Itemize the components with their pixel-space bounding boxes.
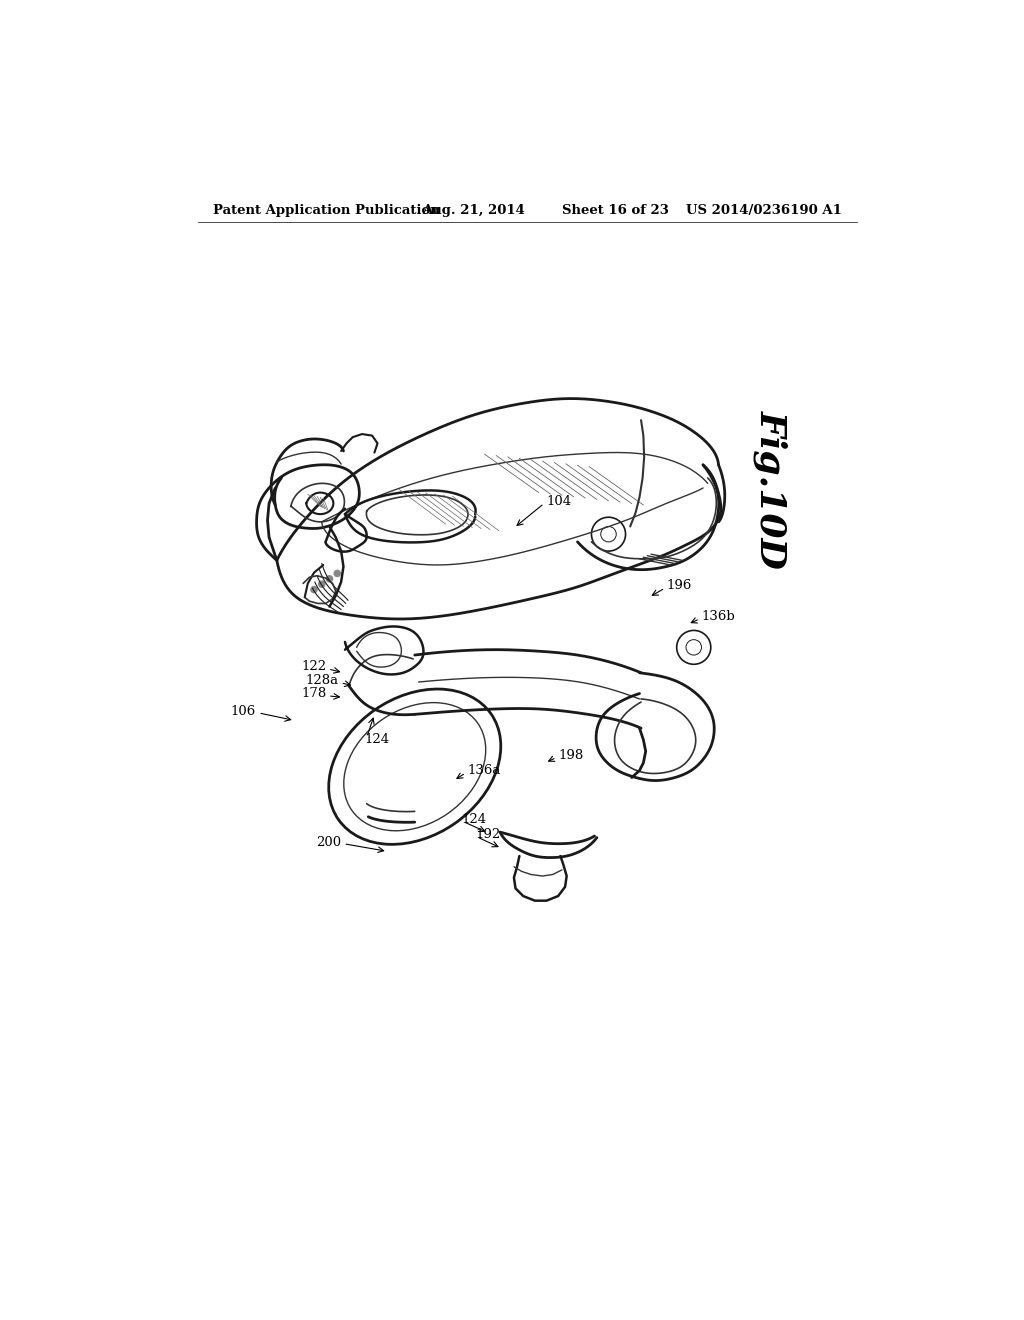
Circle shape bbox=[327, 576, 333, 582]
Circle shape bbox=[318, 581, 325, 587]
Text: US 2014/0236190 A1: US 2014/0236190 A1 bbox=[686, 205, 842, 218]
Text: 196: 196 bbox=[667, 579, 692, 593]
Text: 124: 124 bbox=[461, 813, 486, 825]
Text: Patent Application Publication: Patent Application Publication bbox=[213, 205, 440, 218]
Text: 178: 178 bbox=[301, 686, 327, 700]
Text: 136b: 136b bbox=[701, 610, 735, 623]
Circle shape bbox=[334, 570, 340, 577]
Text: 122: 122 bbox=[301, 660, 327, 673]
Text: Sheet 16 of 23: Sheet 16 of 23 bbox=[562, 205, 669, 218]
Text: 198: 198 bbox=[558, 748, 584, 762]
Text: 200: 200 bbox=[316, 836, 341, 849]
Text: 104: 104 bbox=[547, 495, 571, 508]
Text: 106: 106 bbox=[230, 705, 256, 718]
Text: 136a: 136a bbox=[467, 764, 501, 777]
Text: 128a: 128a bbox=[306, 675, 339, 686]
Text: Fig.10D: Fig.10D bbox=[754, 411, 788, 569]
Text: 192: 192 bbox=[475, 828, 501, 841]
Text: 124: 124 bbox=[365, 733, 389, 746]
Text: Aug. 21, 2014: Aug. 21, 2014 bbox=[423, 205, 525, 218]
Circle shape bbox=[311, 586, 317, 593]
